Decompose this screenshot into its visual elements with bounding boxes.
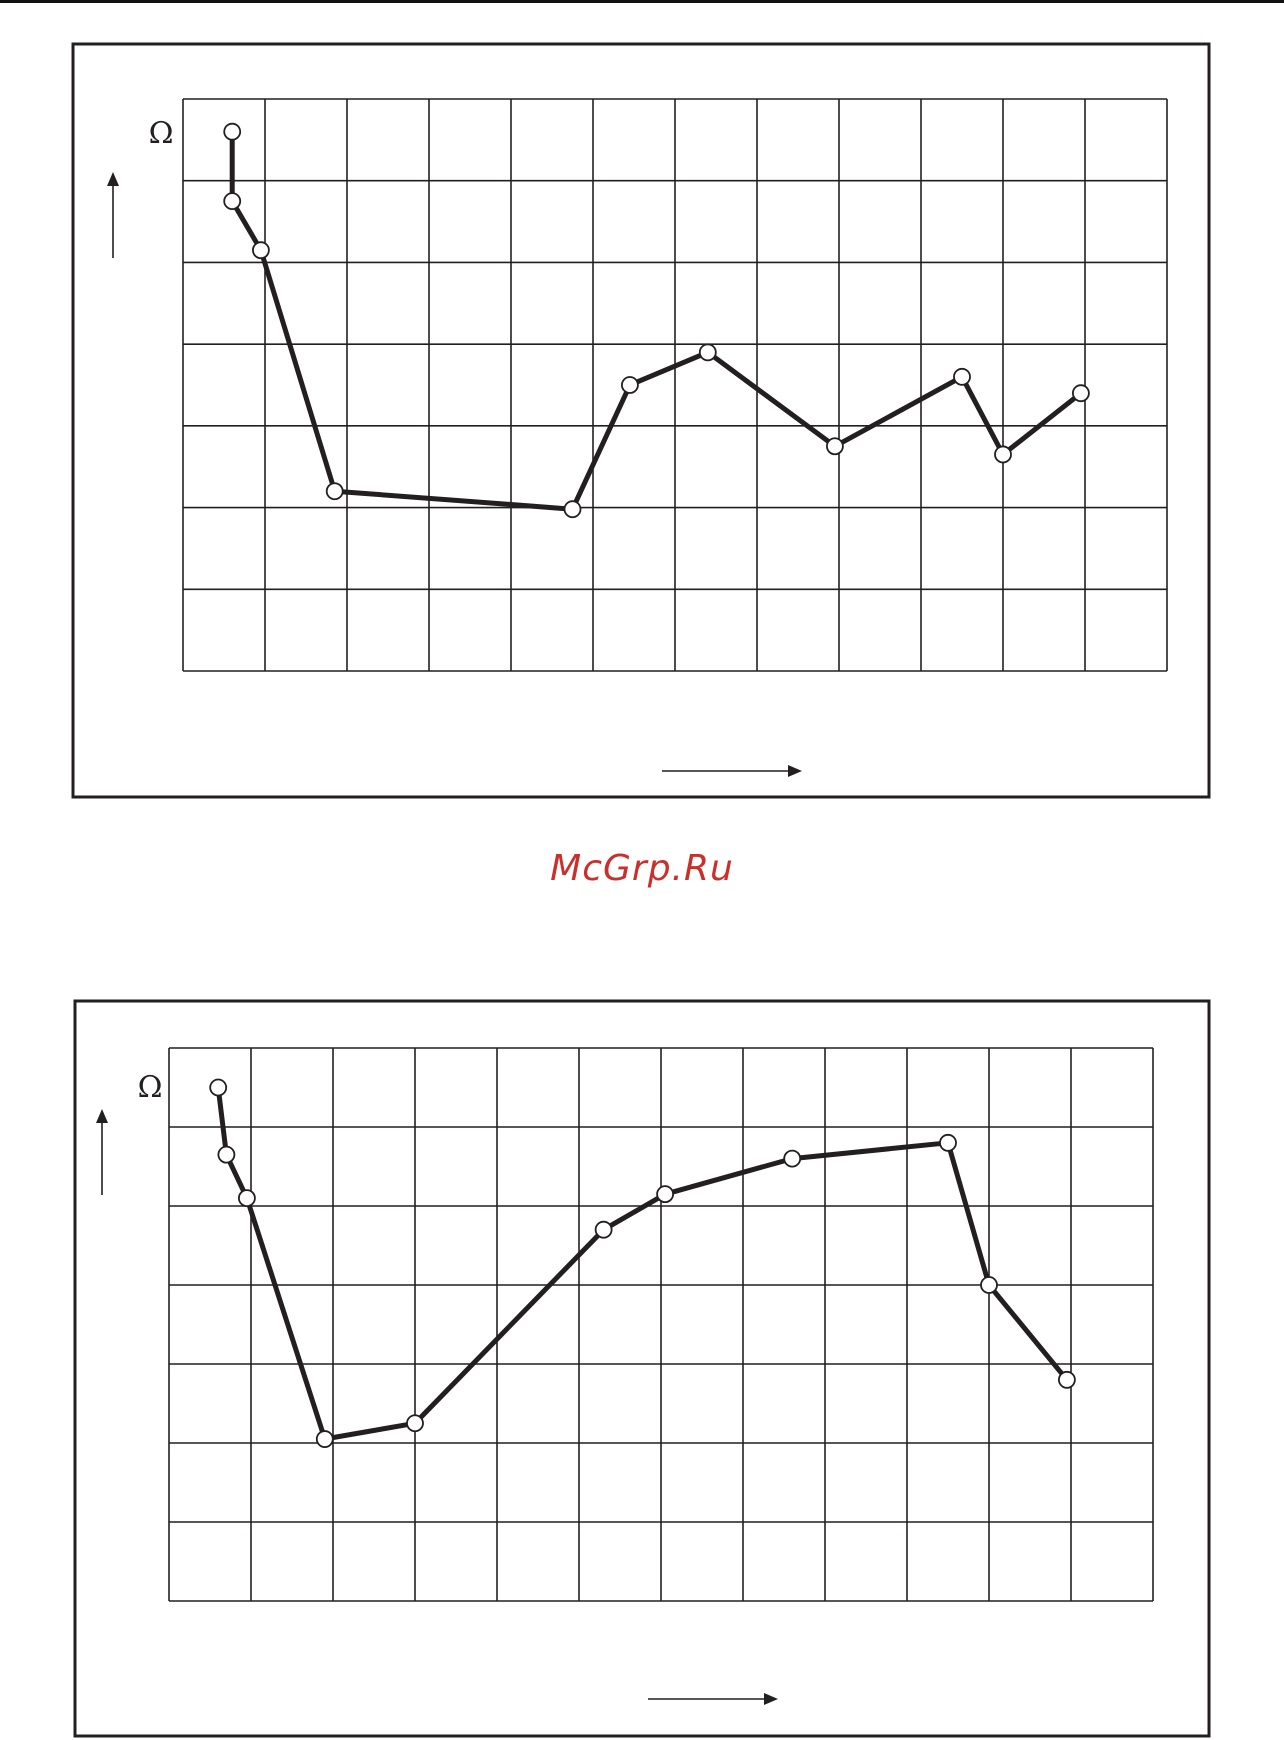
watermark-text: McGrp.Ru bbox=[550, 848, 734, 889]
data-point bbox=[656, 1185, 674, 1204]
data-point bbox=[406, 1414, 424, 1433]
data-point bbox=[1072, 384, 1090, 403]
y-axis-label: Ω bbox=[138, 1070, 163, 1105]
data-point bbox=[223, 192, 242, 211]
data-point bbox=[251, 241, 270, 260]
x-axis-arrow-head bbox=[788, 765, 802, 777]
data-point bbox=[217, 1145, 236, 1164]
chart-1: Ω bbox=[71, 42, 1211, 799]
data-point bbox=[621, 376, 639, 394]
data-point bbox=[237, 1189, 256, 1207]
page-top-rule bbox=[0, 0, 1284, 3]
y-axis-label: Ω bbox=[149, 116, 174, 151]
y-axis-arrow-head bbox=[107, 172, 119, 186]
y-axis-arrow-head bbox=[96, 1109, 108, 1123]
data-point bbox=[315, 1430, 334, 1448]
data-point bbox=[325, 482, 344, 501]
data-point bbox=[594, 1220, 613, 1239]
data-point bbox=[980, 1276, 998, 1294]
data-point bbox=[783, 1149, 802, 1168]
data-point bbox=[939, 1133, 957, 1152]
data-point bbox=[223, 122, 242, 141]
data-point bbox=[953, 367, 971, 386]
data-point bbox=[994, 445, 1012, 464]
data-point bbox=[563, 500, 582, 519]
series-line bbox=[229, 129, 1084, 512]
data-point bbox=[209, 1078, 228, 1097]
data-point bbox=[1058, 1370, 1076, 1389]
chart-2: Ω bbox=[73, 999, 1211, 1738]
chart-frame bbox=[71, 42, 1211, 799]
data-point bbox=[826, 437, 844, 456]
x-axis-arrow-head bbox=[764, 1693, 778, 1705]
chart-frame bbox=[73, 999, 1211, 1738]
data-point bbox=[698, 343, 717, 362]
